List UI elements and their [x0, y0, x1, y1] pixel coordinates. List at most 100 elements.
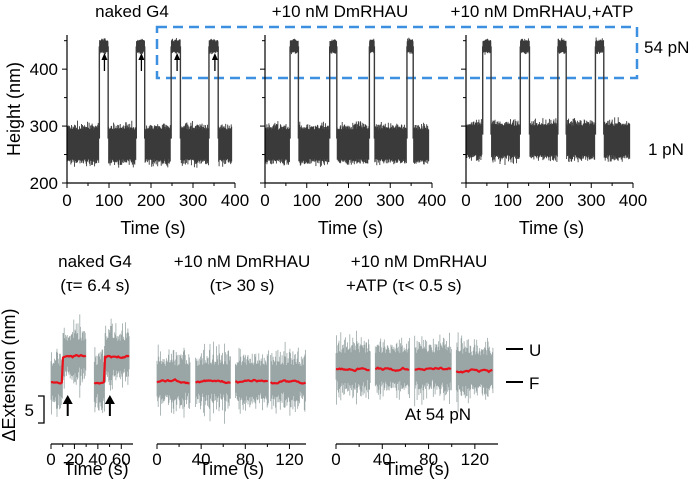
- trace-low-noise-2-1: [491, 119, 520, 165]
- top-title-1: +10 nM DmRHAU: [272, 2, 409, 21]
- bottom-x-tick-label-2-3: 120: [461, 450, 489, 469]
- top-x-tick-label-0-4: 400: [221, 191, 249, 210]
- scale-bar: [38, 395, 45, 424]
- bottom-xlabel-2: Time (s): [384, 459, 449, 479]
- bottom-title-1: +10 nM DmRHAU: [174, 252, 311, 271]
- force-label-high: 54 pN: [644, 38, 689, 57]
- top-x-tick-label-1-3: 300: [376, 191, 404, 210]
- bottom-subtitle-0: (τ= 6.4 s): [60, 276, 130, 295]
- top-x-tick-label-2-2: 200: [535, 191, 563, 210]
- top-y-tick-label-0: 200: [30, 174, 58, 193]
- top-arrow-head-0: [101, 53, 108, 60]
- bottom-title-0: naked G4: [58, 252, 132, 271]
- trace-high-noise-1-2: [369, 38, 375, 54]
- trace-high-noise-0-3: [208, 38, 219, 55]
- top-y-tick-label-1: 300: [30, 117, 58, 136]
- bottom-fit-1-1: [195, 379, 231, 385]
- top-x-tick-label-0-3: 300: [179, 191, 207, 210]
- bottom-xlabel-1: Time (s): [199, 459, 264, 479]
- trace-low-noise-1-3: [374, 122, 407, 166]
- trace-high-noise-0-2: [170, 38, 181, 54]
- top-xlabel-2: Time (s): [519, 218, 584, 238]
- top-title-0: naked G4: [95, 2, 169, 21]
- bottom-fit-1-3: [269, 379, 307, 385]
- top-x-tick-label-2-4: 400: [619, 191, 647, 210]
- bottom-fit-1-2: [234, 378, 268, 384]
- top-x-tick-label-2-3: 300: [577, 191, 605, 210]
- annotation-force: At 54 pN: [405, 405, 471, 424]
- bottom-ylabel: ΔExtension (nm): [0, 308, 19, 441]
- trace-low-noise-0-0: [66, 120, 100, 167]
- axes-layer: [38, 35, 634, 449]
- bottom-x-tick-label-0-1: 20: [65, 450, 84, 469]
- trace-low-noise-1-1: [298, 121, 330, 167]
- bottom-arrow-head-1: [104, 395, 115, 404]
- bottom-fluct-1-3: [270, 341, 306, 416]
- trace-low-noise-1-2: [336, 121, 370, 165]
- trace-high-noise-2-0: [482, 38, 492, 55]
- bottom-x-tick-label-2-1: 40: [373, 450, 392, 469]
- trace-high-noise-1-3: [406, 37, 414, 54]
- trace-low-noise-0-3: [180, 121, 209, 168]
- bottom-arrow-head-0: [62, 395, 73, 404]
- trace-low-noise-0-1: [108, 120, 137, 168]
- force-label-low: 1 pN: [648, 140, 684, 159]
- highlight-box-layer: [155, 25, 639, 80]
- trace-low-noise-2-0: [465, 119, 483, 162]
- bottom-x-tick-label-0-3: 60: [112, 450, 131, 469]
- bottom-x-tick-label-1-3: 120: [275, 450, 303, 469]
- top-xlabel-1: Time (s): [318, 218, 383, 238]
- trace-low-noise-0-4: [218, 123, 233, 167]
- trace-high-noise-1-0: [289, 38, 299, 55]
- bottom-title-2: +10 nM DmRHAU: [351, 252, 488, 271]
- top-x-tick-label-1-2: 200: [334, 191, 362, 210]
- trace-high-noise-1-1: [329, 39, 338, 54]
- bottom-fit-2-1: [374, 366, 410, 372]
- bottom-subtitle-2: +ATP (τ< 0.5 s): [346, 276, 462, 295]
- bottom-fluct-2-0: [335, 330, 371, 405]
- trace-low-noise-1-4: [413, 122, 430, 165]
- trace-high-noise-2-1: [520, 38, 530, 55]
- top-title-2: +10 nM DmRHAU,+ATP: [451, 2, 634, 21]
- bottom-x-tick-label-1-2: 80: [236, 450, 255, 469]
- top-arrow-head-1: [138, 53, 145, 60]
- trace-low-noise-2-2: [529, 118, 558, 162]
- highlight-box: [155, 25, 639, 80]
- top-x-tick-label-2-0: 0: [461, 191, 470, 210]
- top-x-tick-label-0-0: 0: [62, 191, 71, 210]
- bottom-x-tick-label-0-2: 40: [88, 450, 107, 469]
- trace-low-noise-0-2: [144, 123, 171, 168]
- scale-bar-label: 5: [25, 401, 34, 420]
- bottom-subtitle-1: (τ> 30 s): [210, 276, 275, 295]
- trace-high-noise-2-3: [595, 37, 605, 54]
- trace-high-noise-0-0: [99, 38, 109, 55]
- trace-low-noise-2-4: [603, 117, 631, 162]
- top-x-tick-label-1-0: 0: [260, 191, 269, 210]
- bottom-xlabel-0: Time (s): [63, 459, 128, 479]
- top-arrow-head-2: [174, 53, 181, 60]
- bottom-x-tick-label-1-0: 0: [152, 450, 161, 469]
- top-ylabel: Height (nm): [4, 62, 24, 156]
- bottom-fit-0-1: [93, 354, 130, 385]
- bottom-fit-1-0: [156, 378, 190, 385]
- top-x-tick-label-1-4: 400: [418, 191, 446, 210]
- trace-low-noise-1-0: [264, 121, 290, 166]
- top-x-tick-label-0-1: 100: [95, 191, 123, 210]
- bottom-fit-2-2: [414, 366, 452, 372]
- trace-high-noise-2-2: [557, 37, 567, 54]
- bottom-x-tick-label-2-0: 0: [331, 450, 340, 469]
- top-y-tick-label-2: 400: [30, 60, 58, 79]
- bottom-x-tick-label-0-0: 0: [46, 450, 55, 469]
- top-xlabel-0: Time (s): [120, 218, 185, 238]
- bottom-fit-0-0: [50, 353, 87, 385]
- top-x-tick-label-2-1: 100: [494, 191, 522, 210]
- bottom-x-tick-label-1-1: 40: [192, 450, 211, 469]
- top-arrow-head-3: [211, 53, 218, 60]
- top-x-tick-label-1-1: 100: [293, 191, 321, 210]
- trace-high-noise-0-1: [136, 38, 145, 55]
- top-x-tick-label-0-2: 200: [137, 191, 165, 210]
- bottom-fit-2-0: [335, 367, 370, 373]
- traces-layer: [50, 37, 631, 424]
